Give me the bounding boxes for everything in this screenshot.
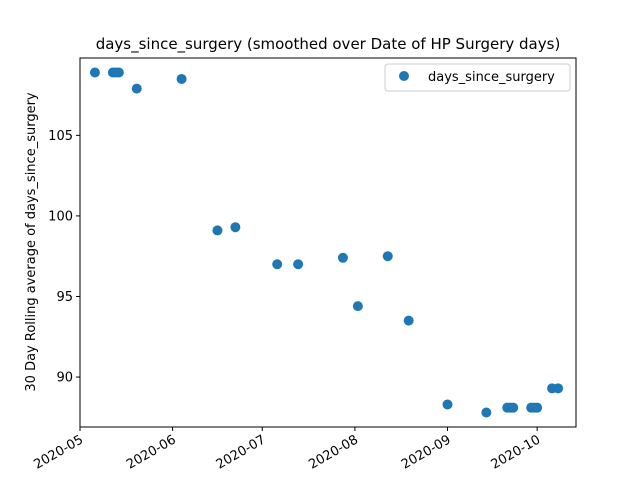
data-point <box>352 301 363 312</box>
plot-frame <box>79 57 577 428</box>
data-point <box>337 252 348 263</box>
plot-area: 90 95 100 105 2020-05 2020-06 2020-07 2020-08 20… <box>31 67 564 473</box>
y-tick-label: 95 <box>56 290 73 305</box>
chart-title: days_since_surgery (smoothed over Date o… <box>96 35 561 54</box>
x-tick-label: 2020-09 <box>399 432 454 472</box>
data-point <box>442 399 453 410</box>
y-axis-label: 30 Day Rolling average of days_since_sur… <box>24 92 39 392</box>
x-tick-label: 2020-10 <box>489 432 544 472</box>
data-point <box>176 73 187 84</box>
x-tick-label: 2020-06 <box>124 432 179 472</box>
data-point <box>403 315 414 326</box>
data-point <box>89 67 100 78</box>
data-point <box>553 383 564 394</box>
data-point <box>508 402 519 413</box>
legend-label: days_since_surgery <box>428 70 555 85</box>
data-point <box>382 251 393 262</box>
data-point <box>212 225 223 236</box>
data-point <box>230 222 241 233</box>
x-tick-label: 2020-07 <box>214 432 269 472</box>
y-tick-label: 90 <box>56 371 73 386</box>
data-point <box>532 402 543 413</box>
data-point <box>481 407 492 418</box>
legend-marker <box>399 71 409 81</box>
x-tick-label: 2020-08 <box>306 432 361 472</box>
legend: days_since_surgery <box>384 63 571 92</box>
y-tick-label: 105 <box>48 129 73 144</box>
legend-box <box>384 63 571 92</box>
data-point <box>113 67 124 78</box>
x-tick-label: 2020-05 <box>31 432 86 472</box>
y-tick-label: 100 <box>48 209 73 224</box>
data-point <box>293 259 304 270</box>
data-point <box>131 83 142 94</box>
data-point <box>272 259 283 270</box>
